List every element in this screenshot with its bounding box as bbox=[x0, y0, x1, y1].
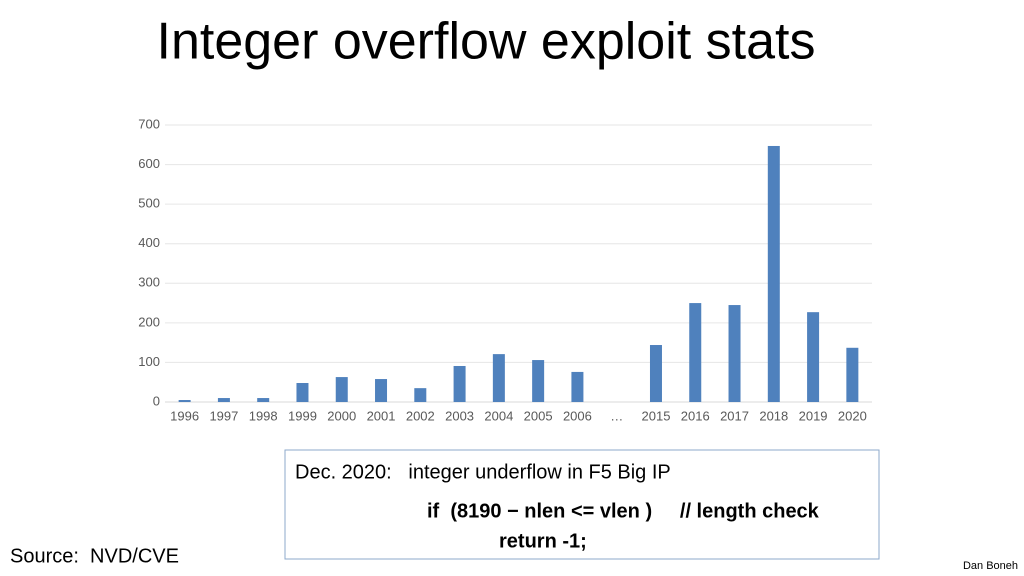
x-tick-label: 2001 bbox=[367, 408, 396, 423]
x-tick-label: 2005 bbox=[524, 408, 553, 423]
x-tick-label: 1997 bbox=[209, 408, 238, 423]
bar bbox=[375, 379, 388, 402]
x-tick-label: 2000 bbox=[327, 408, 356, 423]
y-tick-label: 400 bbox=[138, 235, 160, 250]
y-tick-label: 500 bbox=[138, 196, 160, 211]
x-tick-label: 2015 bbox=[642, 408, 671, 423]
bar bbox=[296, 383, 309, 402]
source: Source: NVD/CVE bbox=[10, 545, 179, 567]
x-tick-label: 2016 bbox=[681, 408, 710, 423]
x-tick-label: 2018 bbox=[759, 408, 788, 423]
bar bbox=[846, 347, 859, 402]
callout-heading: Dec. 2020: integer underflow in F5 Big I… bbox=[295, 461, 671, 483]
bar bbox=[728, 305, 741, 402]
bar bbox=[492, 354, 505, 402]
bar bbox=[335, 377, 348, 402]
bar bbox=[689, 303, 702, 402]
bar bbox=[571, 371, 584, 402]
x-tick-label: 2004 bbox=[484, 408, 513, 423]
x-tick-label: 2019 bbox=[799, 408, 828, 423]
callout-box bbox=[284, 449, 880, 560]
chart: 0 100 200 300 400 500 600 700 1996 1997 1998 1999 20… bbox=[138, 116, 872, 423]
y-tick-label: 700 bbox=[138, 116, 160, 131]
author: Dan Boneh bbox=[963, 560, 1018, 572]
bar bbox=[767, 145, 780, 403]
y-tick-label: 200 bbox=[138, 314, 160, 329]
slide-title: Integer overflow exploit stats bbox=[157, 13, 816, 71]
bar bbox=[453, 365, 466, 402]
x-tick-label: 2017 bbox=[720, 408, 749, 423]
bar bbox=[217, 398, 230, 402]
code-line: return -1; bbox=[499, 530, 587, 552]
x-tick-label: 1996 bbox=[170, 408, 199, 423]
x-tick-label: 2002 bbox=[406, 408, 435, 423]
bar bbox=[532, 360, 545, 402]
code-line: if (8190 − nlen <= vlen ) // length chec… bbox=[427, 500, 820, 522]
x-tick-label: … bbox=[610, 408, 623, 423]
x-tick-label: 1999 bbox=[288, 408, 317, 423]
y-tick-label: 0 bbox=[153, 393, 160, 408]
y-tick-label: 600 bbox=[138, 156, 160, 171]
bar bbox=[257, 398, 270, 402]
x-tick-label: 2020 bbox=[838, 408, 867, 423]
bar bbox=[414, 388, 427, 402]
y-tick-label: 300 bbox=[138, 275, 160, 290]
bar bbox=[178, 400, 191, 402]
bar bbox=[649, 345, 662, 402]
bar bbox=[807, 312, 820, 402]
x-tick-label: 2003 bbox=[445, 408, 474, 423]
x-tick-label: 1998 bbox=[249, 408, 278, 423]
y-tick-label: 100 bbox=[138, 354, 160, 369]
x-tick-label: 2006 bbox=[563, 408, 592, 423]
